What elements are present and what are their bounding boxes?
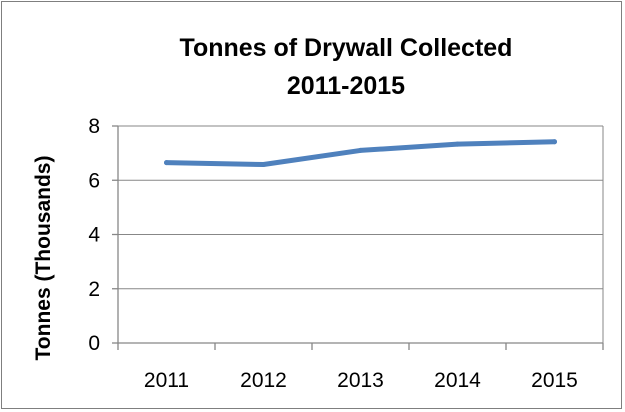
x-tick-label: 2013: [337, 369, 384, 392]
y-tick-label: 8: [88, 115, 100, 138]
data-point: [164, 160, 169, 166]
data-point: [455, 141, 460, 147]
y-tick-label: 4: [88, 224, 100, 247]
x-tick-label: 2012: [240, 369, 287, 392]
x-tick-label: 2014: [434, 369, 481, 392]
chart-title-line-2: 2011-2015: [287, 72, 405, 100]
y-tick-label: 0: [88, 332, 100, 355]
data-point: [552, 139, 557, 145]
data-point: [358, 147, 363, 153]
x-tick-label: 2011: [144, 369, 189, 392]
y-axis-label: Tonnes (Thousands): [32, 156, 55, 361]
data-point: [261, 162, 266, 168]
y-tick-label: 2: [88, 278, 100, 301]
chart-title-line-1: Tonnes of Drywall Collected: [180, 34, 513, 62]
series-line: [164, 139, 557, 168]
x-tick-label: 2015: [531, 369, 578, 392]
y-tick-label: 6: [88, 169, 100, 192]
